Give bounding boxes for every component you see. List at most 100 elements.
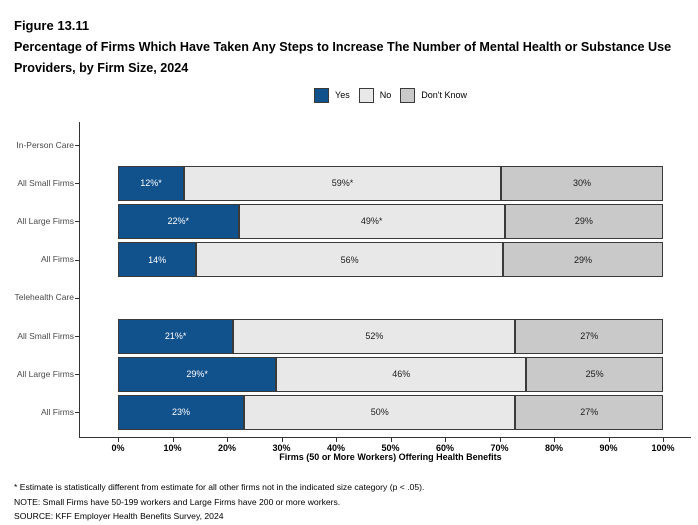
bar-segment-dont-know: 25% [526, 356, 663, 392]
x-tick-label: 90% [599, 443, 618, 453]
bar-segment-yes: 14% [118, 242, 197, 278]
bar-value-label: 27% [580, 331, 599, 341]
bar-value-label: 23% [171, 407, 190, 418]
group-label: In-Person Care [16, 139, 74, 150]
legend-swatch-dont-know [400, 87, 416, 103]
chart-title: Percentage of Firms Which Have Taken Any… [14, 40, 672, 75]
y-axis-line [79, 122, 80, 437]
footnote-source: SOURCE: KFF Employer Health Benefits Sur… [14, 511, 224, 522]
row-label: All Large Firms [16, 368, 74, 379]
y-tick-mark [75, 374, 79, 376]
bar-segment-yes: 22%* [118, 203, 239, 239]
bar-segment-dont-know: 29% [503, 242, 663, 278]
x-tick-mark [336, 438, 337, 442]
bar-segment-dont-know: 27% [515, 318, 663, 354]
bar-segment-no: 46% [276, 356, 527, 392]
x-tick-mark [445, 438, 446, 442]
x-tick-label: 40% [326, 443, 345, 453]
x-tick-mark [118, 438, 119, 442]
bar-value-label: 12%* [140, 178, 162, 189]
bar-value-label: 49%* [360, 216, 383, 227]
bar-value-label: 52% [365, 331, 384, 341]
x-tick-label: 60% [435, 443, 454, 453]
row-label: All Firms [40, 254, 74, 265]
legend-label: Yes [335, 90, 350, 100]
legend-item-no: No [358, 87, 392, 103]
stacked-bar-row: 23% 50% 27% [118, 394, 663, 430]
y-tick-mark [75, 259, 79, 261]
stacked-bar-row: 29%* 46% 25% [118, 356, 663, 392]
y-tick-mark [75, 221, 79, 223]
figure-number: Figure 13.11 [14, 18, 90, 33]
bar-value-label: 59%* [331, 178, 354, 189]
y-tick-mark [75, 297, 79, 299]
y-tick-mark [75, 336, 79, 337]
bar-value-label: 56% [340, 254, 359, 265]
y-tick-mark [75, 145, 79, 146]
bar-value-label: 27% [580, 407, 599, 418]
x-tick-label: 20% [217, 443, 236, 453]
bar-segment-no: 56% [196, 242, 504, 278]
bar-segment-dont-know: 29% [504, 203, 663, 239]
stacked-bar-row: 22%* 49%* 29% [118, 203, 663, 239]
bar-value-label: 21%* [164, 331, 187, 341]
stacked-bar-row: 21%* 52% 27% [118, 318, 663, 354]
y-tick-mark [75, 412, 79, 414]
footnote-note: NOTE: Small Firms have 50-199 workers an… [14, 496, 341, 507]
legend-item-yes: Yes [314, 87, 350, 103]
bar-value-label: 46% [392, 369, 411, 380]
stacked-bar-row: 14% 56% 29% [118, 242, 663, 278]
x-axis-title: Firms (50 or More Workers) Offering Heal… [279, 452, 502, 462]
row-label: All Firms [40, 406, 74, 417]
bar-value-label: 22%* [167, 216, 190, 227]
x-tick-mark [663, 438, 664, 442]
x-tick-mark [281, 438, 283, 442]
bar-segment-no: 49%* [238, 203, 505, 239]
bar-value-label: 29% [574, 254, 593, 265]
chart-legend: Yes No Don't Know [118, 86, 663, 104]
x-tick-label: 70% [490, 443, 509, 453]
legend-label: Don't Know [421, 90, 467, 100]
footnote-estimate: * Estimate is statistically different fr… [14, 482, 425, 492]
row-label: All Small Firms [17, 177, 74, 188]
bar-segment-yes: 23% [118, 394, 244, 430]
legend-swatch-no [358, 87, 374, 103]
x-tick-mark [227, 438, 228, 442]
x-tick-mark [499, 438, 501, 442]
legend-item-dont-know: Don't Know [400, 87, 467, 103]
bar-value-label: 50% [370, 407, 389, 418]
bar-value-label: 29% [574, 216, 593, 227]
y-tick-mark [75, 183, 79, 185]
x-tick-mark [172, 438, 174, 442]
bar-segment-yes: 12%* [118, 165, 185, 201]
x-tick-label: 80% [544, 443, 563, 453]
legend-label: No [379, 90, 392, 100]
row-label: All Small Firms [17, 330, 74, 341]
row-label: All Large Firms [16, 215, 74, 226]
bar-value-label: 25% [585, 369, 604, 380]
stacked-bar-row: 12%* 59%* 30% [118, 165, 663, 201]
bar-segment-no: 59%* [184, 165, 501, 201]
bar-segment-yes: 29%* [118, 356, 277, 392]
bar-segment-yes: 21%* [118, 318, 234, 354]
x-tick-label: 10% [163, 443, 182, 453]
bar-value-label: 30% [572, 178, 591, 189]
bar-segment-no: 50% [243, 394, 516, 430]
footnotes: * Estimate is statistically different fr… [14, 480, 684, 524]
legend-swatch-yes [314, 87, 330, 103]
x-tick-mark [608, 438, 610, 442]
x-tick-label: 30% [272, 443, 291, 453]
x-tick-label: 100% [651, 443, 675, 453]
x-tick-mark [554, 438, 555, 442]
x-tick-mark [390, 438, 392, 442]
bar-value-label: 14% [148, 254, 167, 265]
bar-segment-no: 52% [233, 318, 516, 354]
x-tick-label: 50% [381, 443, 400, 453]
group-label: Telehealth Care [14, 292, 74, 303]
x-axis-line [79, 437, 691, 438]
x-tick-label: 0% [111, 443, 125, 453]
bar-segment-dont-know: 27% [515, 394, 663, 430]
bar-value-label: 29%* [186, 369, 208, 380]
bar-segment-dont-know: 30% [500, 165, 663, 201]
